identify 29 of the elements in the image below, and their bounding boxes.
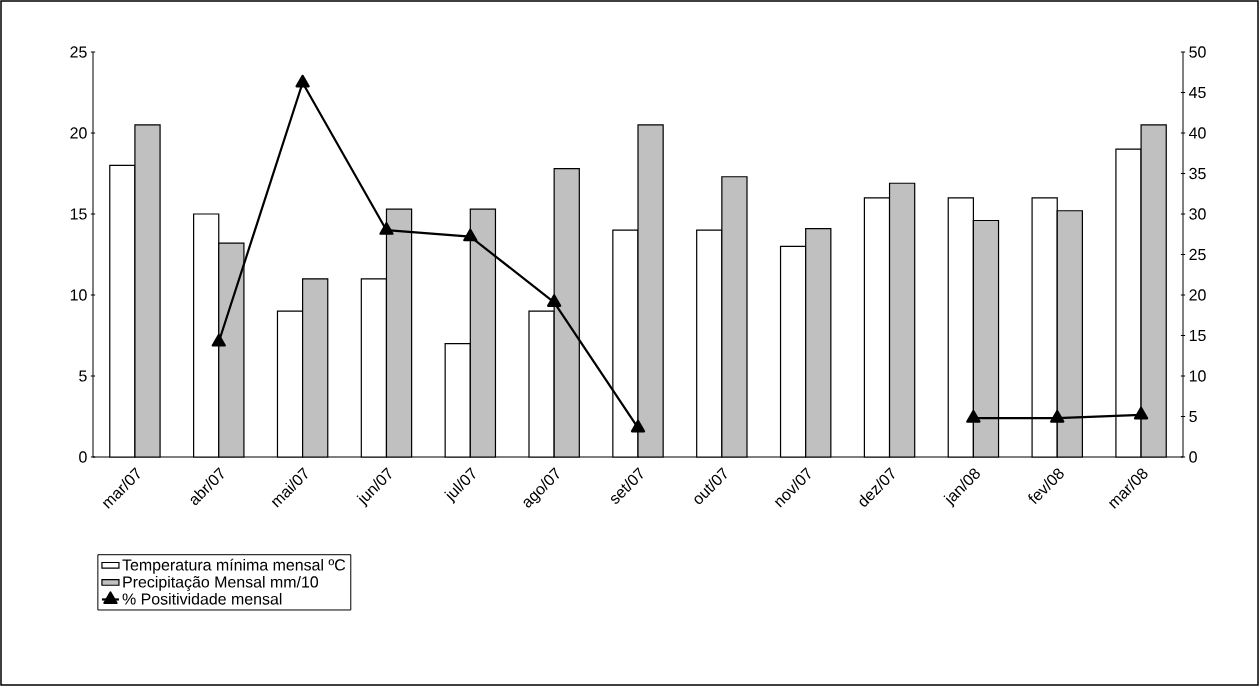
point — [1133, 406, 1149, 420]
y2-tick-label: 50 — [1189, 46, 1206, 58]
y-tick-label: 0 — [79, 451, 87, 463]
y-tick-label: 5 — [79, 370, 87, 382]
legend-label: Temperatura mínima mensal ºC — [122, 558, 346, 574]
y2-tick-label: 20 — [1189, 289, 1206, 301]
y-tick-label: 10 — [70, 289, 87, 301]
point — [211, 333, 226, 347]
point — [966, 410, 981, 423]
point — [1050, 410, 1065, 423]
point — [379, 222, 394, 235]
point — [295, 74, 310, 88]
y2-tick-label: 10 — [1189, 370, 1206, 382]
y2-tick-label: 0 — [1189, 451, 1197, 463]
point — [630, 419, 646, 433]
point — [463, 228, 478, 242]
legend-label: % Positividade mensal — [122, 592, 282, 605]
y2-tick-label: 40 — [1189, 127, 1206, 139]
y2-tick-label: 35 — [1189, 167, 1206, 180]
y-tick-label: 25 — [70, 46, 87, 58]
y2-tick-label: 30 — [1189, 208, 1206, 220]
y2-tick-label: 15 — [1189, 329, 1206, 342]
y-tick-label: 15 — [70, 208, 87, 220]
y2-tick-label: 5 — [1189, 410, 1197, 423]
y2-tick-label: 25 — [1189, 248, 1206, 261]
y-tick-label: 20 — [70, 127, 87, 139]
y2-tick-label: 45 — [1189, 86, 1206, 99]
point — [546, 294, 562, 307]
legend-label: Precipitação Mensal mm/10 — [123, 575, 319, 591]
